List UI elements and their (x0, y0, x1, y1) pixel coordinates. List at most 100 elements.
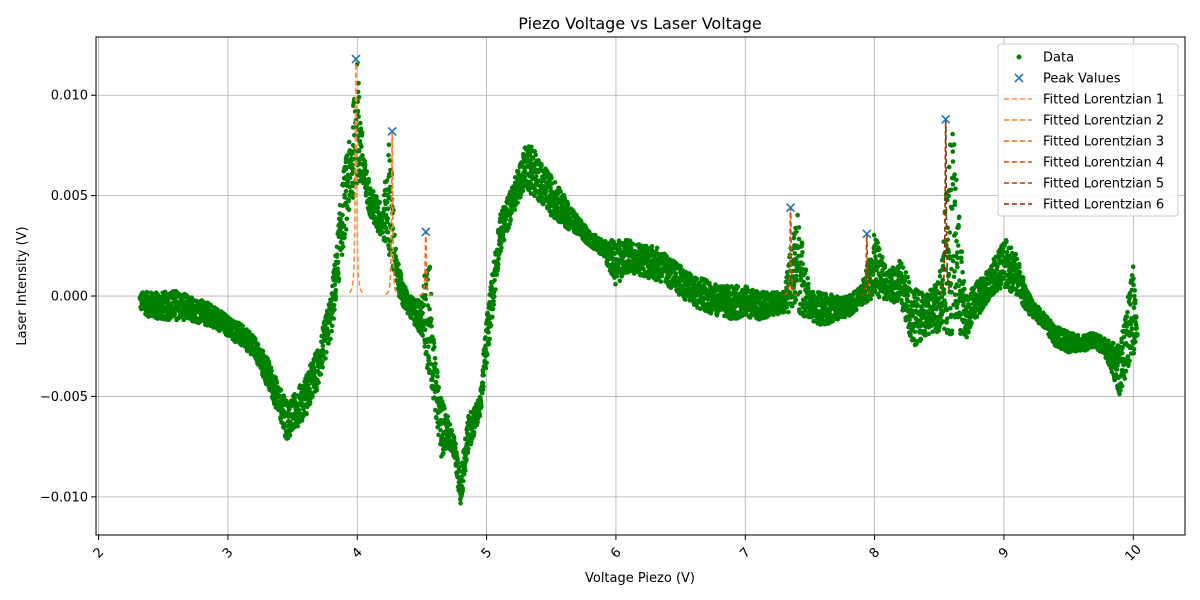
data-point (429, 316, 434, 322)
data-point (332, 307, 337, 312)
data-point (426, 344, 431, 350)
data-point (486, 329, 491, 335)
data-point (324, 349, 329, 355)
data-point (792, 251, 798, 256)
data-point (495, 262, 501, 267)
data-point (326, 341, 331, 346)
data-point (255, 342, 261, 347)
data-point (334, 254, 340, 259)
data-point (398, 277, 404, 282)
data-point (356, 95, 362, 100)
data-point (427, 264, 433, 270)
data-point (333, 297, 338, 302)
data-point (490, 306, 496, 312)
data-point (492, 294, 497, 299)
data-point (192, 312, 198, 318)
data-point (614, 273, 620, 279)
data-point (453, 441, 458, 447)
data-point (455, 460, 461, 466)
data-point (385, 206, 391, 211)
data-point (471, 432, 477, 437)
data-point (876, 294, 882, 300)
data-point (795, 212, 800, 218)
data-point (421, 302, 427, 308)
data-point (366, 179, 372, 185)
data-point (491, 302, 497, 307)
data-point (630, 241, 636, 247)
data-point (306, 383, 311, 388)
data-point (529, 144, 534, 150)
data-point (247, 329, 252, 335)
data-point (333, 288, 339, 293)
data-point (420, 310, 425, 316)
data-point (512, 207, 517, 212)
data-point (340, 212, 345, 218)
data-point (432, 344, 437, 350)
data-point (331, 302, 337, 308)
data-point (466, 446, 471, 452)
data-series (137, 62, 1140, 506)
data-point (501, 237, 507, 243)
data-point (335, 259, 341, 265)
data-point (793, 273, 799, 279)
data-point (287, 433, 293, 438)
data-point (299, 418, 305, 423)
data-point (360, 153, 365, 158)
data-point (805, 276, 810, 281)
data-point (314, 387, 320, 393)
data-point (508, 217, 513, 222)
data-point (320, 359, 325, 364)
data-point (281, 394, 287, 400)
data-point (796, 236, 802, 242)
data-point (266, 361, 272, 367)
data-point (424, 349, 429, 355)
data-point (328, 336, 333, 342)
data-point (358, 120, 363, 126)
data-point (549, 175, 554, 180)
data-point (797, 289, 803, 295)
data-point (346, 207, 352, 213)
data-point (385, 216, 391, 221)
data-point (427, 306, 432, 312)
data-point (481, 384, 486, 390)
data-point (350, 162, 355, 168)
data-point (336, 276, 342, 282)
data-point (377, 199, 383, 205)
data-point (694, 276, 700, 282)
data-point (278, 387, 284, 393)
data-point (552, 180, 558, 185)
data-point (320, 343, 326, 349)
data-point (486, 342, 492, 347)
data-point (431, 340, 437, 346)
data-point (565, 202, 571, 207)
data-point (882, 262, 888, 268)
data-point (735, 284, 741, 290)
data-point (658, 279, 664, 284)
data-point (492, 278, 497, 283)
data-point (329, 323, 335, 329)
data-point (875, 240, 880, 246)
data-point (447, 422, 453, 427)
data-point (320, 365, 325, 370)
data-point (515, 200, 520, 205)
data-point (460, 488, 466, 494)
data-point (479, 405, 484, 410)
data-point (357, 148, 362, 154)
data-point (880, 254, 885, 260)
data-point (385, 199, 390, 205)
data-point (274, 380, 280, 385)
data-point (871, 232, 877, 238)
data-point (380, 230, 385, 235)
data-point (208, 303, 213, 308)
data-point (475, 419, 480, 425)
data-point (304, 411, 309, 417)
data-point (433, 361, 438, 366)
data-point (331, 316, 337, 321)
data-point (426, 356, 432, 361)
data-point (488, 323, 494, 328)
data-point (386, 142, 392, 148)
data-point (346, 198, 351, 204)
data-point (806, 281, 811, 287)
data-point (327, 320, 333, 325)
data-point (292, 392, 297, 397)
